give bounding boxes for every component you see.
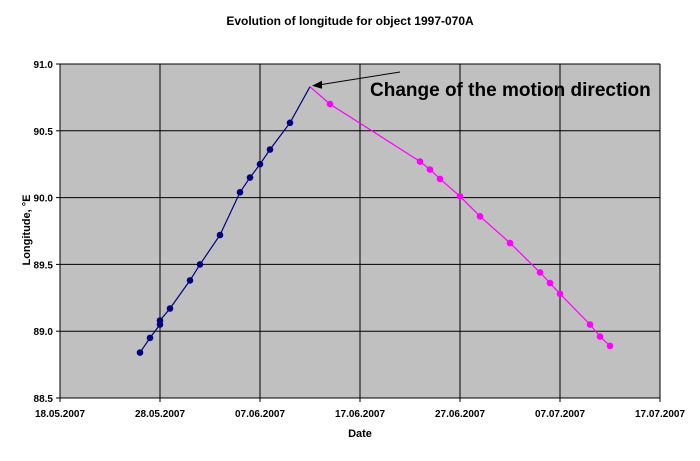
data-point <box>476 213 484 220</box>
x-tick-label: 17.06.2007 <box>335 409 385 420</box>
data-point <box>136 349 144 356</box>
data-point <box>246 174 254 181</box>
data-point <box>586 321 594 328</box>
y-tick-label: 89.5 <box>34 260 54 271</box>
data-point <box>216 231 224 239</box>
data-point <box>596 333 604 340</box>
x-tick-label: 17.07.2007 <box>635 409 685 420</box>
data-point <box>286 119 294 127</box>
y-tick-label: 90.5 <box>34 127 54 138</box>
y-tick-label: 88.5 <box>34 394 54 405</box>
data-point <box>166 305 174 312</box>
data-point <box>196 261 204 268</box>
data-point <box>606 342 614 350</box>
x-tick-label: 27.06.2007 <box>435 409 485 420</box>
y-tick-label: 90.0 <box>34 194 54 205</box>
data-point <box>146 334 154 342</box>
y-tick-label: 89.0 <box>34 327 54 338</box>
annotation-label: Change of the motion direction <box>370 80 651 101</box>
x-tick-label: 28.05.2007 <box>135 409 185 420</box>
annotation-arrow-line <box>319 71 401 86</box>
data-point <box>506 239 514 247</box>
data-point <box>416 158 424 165</box>
x-tick-label: 07.06.2007 <box>235 409 285 420</box>
data-point <box>156 317 164 324</box>
data-point <box>236 188 244 196</box>
data-point <box>546 279 554 287</box>
x-tick-label: 18.05.2007 <box>35 409 85 420</box>
data-point <box>436 175 444 183</box>
x-axis-label: Date <box>348 428 372 440</box>
data-point <box>186 277 194 284</box>
x-tick-label: 07.07.2007 <box>535 409 585 420</box>
data-point <box>456 192 464 200</box>
y-axis-label: Longitude, °E <box>21 194 33 266</box>
chart-title: Evolution of longitude for object 1997-0… <box>226 14 474 28</box>
data-point <box>326 100 334 108</box>
annotation-arrow-head <box>312 80 322 89</box>
data-point <box>536 269 544 276</box>
data-point <box>266 146 274 153</box>
data-point <box>556 290 564 298</box>
y-tick-label: 91.0 <box>34 60 54 71</box>
data-point <box>426 166 434 173</box>
data-point <box>256 160 264 168</box>
